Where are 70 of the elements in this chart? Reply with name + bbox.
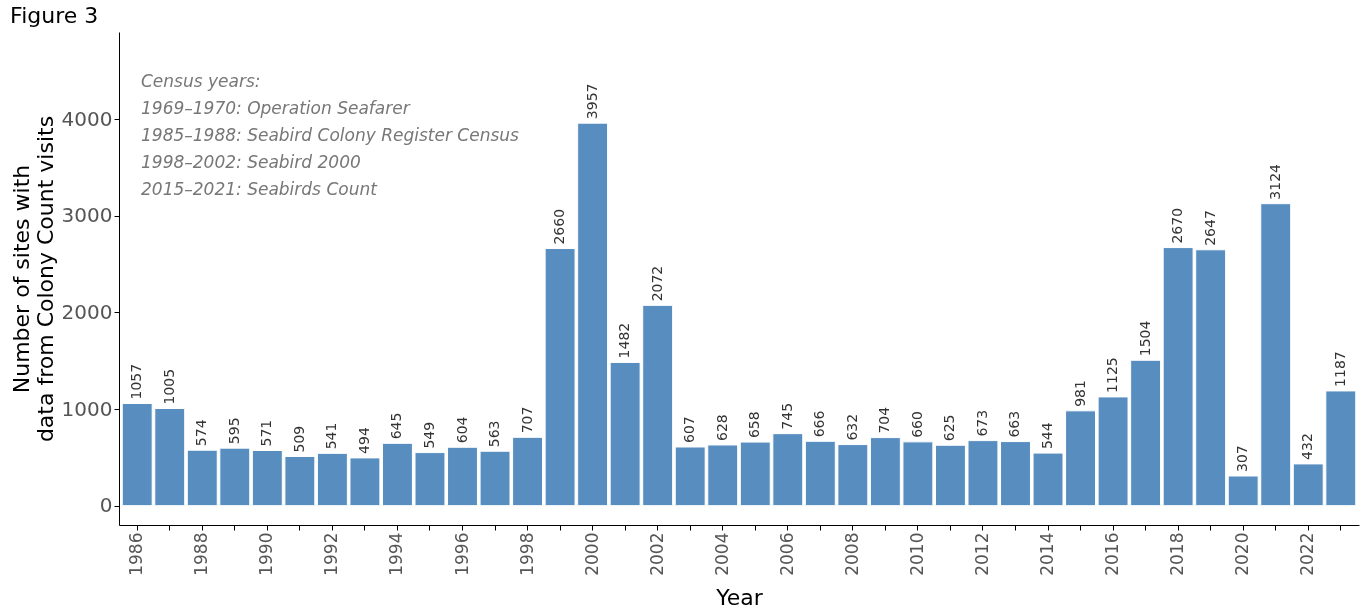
data-label: 607 <box>681 416 698 443</box>
data-label: 625 <box>941 414 958 442</box>
data-label: 666 <box>811 410 828 438</box>
data-label: 660 <box>908 411 925 438</box>
data-label: 549 <box>420 421 437 449</box>
chart-title: Figure 3 <box>10 3 99 28</box>
x-tick-label: 2006 <box>776 532 797 576</box>
data-label: 2660 <box>551 208 568 245</box>
x-tick-label: 1998 <box>516 532 537 576</box>
annotation: Census years: <box>141 71 261 91</box>
x-tick-label: 2016 <box>1102 532 1123 576</box>
x-tick-label: 1996 <box>451 532 472 576</box>
y-axis-title: Number of sites with data from Colony Count visits <box>8 115 58 443</box>
data-label: 707 <box>518 406 535 434</box>
data-label: 2647 <box>1201 210 1218 246</box>
x-tick-label: 1990 <box>256 532 277 576</box>
x-tick-label: 1988 <box>191 532 212 576</box>
y-tick-label: 2000 <box>61 299 113 324</box>
y-tick-label: 4000 <box>61 106 113 131</box>
data-label: 1125 <box>1104 357 1121 393</box>
data-label: 2670 <box>1169 207 1186 244</box>
x-tick-label: 2022 <box>1297 532 1318 576</box>
data-label: 574 <box>193 419 210 447</box>
data-label: 981 <box>1071 380 1088 407</box>
data-label: 1482 <box>616 322 633 359</box>
data-label: 645 <box>388 412 405 440</box>
data-label: 632 <box>843 413 860 441</box>
data-label: 494 <box>355 427 372 454</box>
annotation: 1969–1970: Operation Seafarer <box>141 98 411 118</box>
data-label: 658 <box>746 411 763 439</box>
y-tick-label: 3000 <box>61 203 113 228</box>
x-tick-label: 2000 <box>581 532 602 576</box>
x-axis-title: Year <box>715 584 764 610</box>
y-tick-label: 0 <box>99 493 113 518</box>
annotation: 1985–1988: Seabird Colony Register Census <box>141 125 520 145</box>
data-label: 595 <box>225 417 242 445</box>
x-tick-label: 2014 <box>1037 532 1058 576</box>
data-label: 307 <box>1234 445 1251 472</box>
data-label: 563 <box>486 420 503 448</box>
data-label: 432 <box>1299 433 1316 460</box>
x-tick-label: 2008 <box>841 532 862 576</box>
y-tick-label: 1000 <box>61 396 113 421</box>
data-label: 704 <box>876 406 893 434</box>
x-tick-label: 2004 <box>711 532 732 576</box>
x-tick-label: 1992 <box>321 532 342 576</box>
data-label: 541 <box>323 422 340 450</box>
data-label: 571 <box>258 419 275 447</box>
data-label: 509 <box>290 425 307 453</box>
x-tick-label: 2002 <box>646 532 667 576</box>
x-tick-label: 1986 <box>126 532 147 576</box>
x-tick-label: 2012 <box>971 532 992 576</box>
data-label: 1005 <box>160 368 177 405</box>
data-label: 2072 <box>648 265 665 302</box>
data-label: 673 <box>973 409 990 437</box>
data-label: 745 <box>778 402 795 430</box>
data-label: 3957 <box>583 83 600 120</box>
data-label: 628 <box>713 414 730 441</box>
x-tick-label: 2018 <box>1167 532 1188 576</box>
x-tick-label: 2010 <box>906 532 927 576</box>
x-tick-label: 1994 <box>386 532 407 576</box>
data-label: 3124 <box>1266 163 1283 200</box>
annotation: 1998–2002: Seabird 2000 <box>141 152 361 172</box>
data-label: 663 <box>1006 410 1023 438</box>
annotation: 2015–2021: Seabirds Count <box>141 179 379 199</box>
data-label: 544 <box>1039 422 1056 450</box>
x-tick-label: 2020 <box>1232 532 1253 576</box>
data-label: 1057 <box>128 363 145 400</box>
data-label: 604 <box>453 416 470 444</box>
data-label: 1504 <box>1136 320 1153 357</box>
data-label: 1187 <box>1331 351 1348 387</box>
